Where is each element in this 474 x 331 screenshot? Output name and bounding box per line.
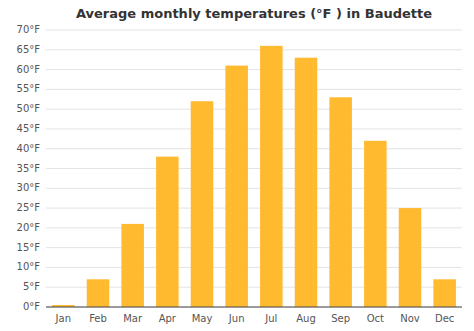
grid-line bbox=[46, 188, 462, 189]
grid-line bbox=[46, 168, 462, 169]
grid-line bbox=[46, 109, 462, 110]
grid-line bbox=[46, 89, 462, 90]
bars bbox=[52, 46, 456, 307]
bar bbox=[156, 157, 179, 307]
x-tick-label: Aug bbox=[296, 313, 316, 324]
chart-svg: Average monthly temperatures (°F ) in Ba… bbox=[0, 0, 474, 331]
chart-container: Average monthly temperatures (°F ) in Ba… bbox=[0, 0, 474, 331]
bar bbox=[87, 279, 110, 307]
y-tick-label: 70°F bbox=[17, 24, 41, 35]
bar bbox=[295, 58, 318, 307]
grid-line bbox=[46, 128, 462, 129]
x-tick-label: Mar bbox=[123, 313, 143, 324]
x-axis-line bbox=[46, 307, 462, 308]
x-tick-label: Feb bbox=[89, 313, 107, 324]
x-tick-label: Jul bbox=[264, 313, 277, 324]
x-tick-label: Jun bbox=[228, 313, 245, 324]
bar bbox=[121, 224, 144, 307]
y-tick-label: 50°F bbox=[17, 103, 41, 114]
bar bbox=[191, 101, 214, 307]
bar bbox=[433, 279, 456, 307]
grid-line bbox=[46, 307, 462, 308]
grid-line bbox=[46, 69, 462, 70]
x-tick-label: Dec bbox=[435, 313, 454, 324]
x-axis: Jan Feb Mar Apr May Jun Jul Aug Sep Oct Nov Dec bbox=[46, 307, 462, 324]
y-tick-label: 15°F bbox=[17, 242, 41, 253]
y-tick-label: 45°F bbox=[17, 123, 41, 134]
y-tick-label: 5°F bbox=[23, 281, 40, 292]
x-tick-label: Nov bbox=[400, 313, 420, 324]
y-tick-label: 0°F bbox=[23, 301, 40, 312]
grid bbox=[46, 30, 462, 307]
bar bbox=[364, 141, 387, 307]
bar bbox=[329, 97, 352, 307]
y-tick-label: 60°F bbox=[17, 64, 41, 75]
y-axis: 0°F 5°F 10°F 15°F 20°F 25°F 30°F 35°F 40°F 45°F 50… bbox=[17, 24, 41, 312]
bar bbox=[399, 208, 422, 307]
x-tick-label: Oct bbox=[367, 313, 384, 324]
y-tick-label: 55°F bbox=[17, 83, 41, 94]
y-tick-label: 25°F bbox=[17, 202, 41, 213]
y-tick-label: 20°F bbox=[17, 222, 41, 233]
grid-line bbox=[46, 30, 462, 31]
y-tick-label: 65°F bbox=[17, 44, 41, 55]
grid-line bbox=[46, 148, 462, 149]
y-tick-label: 30°F bbox=[17, 182, 41, 193]
y-tick-label: 40°F bbox=[17, 143, 41, 154]
x-tick-label: Apr bbox=[159, 313, 177, 324]
y-tick-label: 10°F bbox=[17, 261, 41, 272]
x-tick-label: Sep bbox=[331, 313, 350, 324]
chart-title: Average monthly temperatures (°F ) in Ba… bbox=[76, 6, 432, 21]
y-tick-label: 35°F bbox=[17, 163, 41, 174]
x-tick-label: May bbox=[192, 313, 213, 324]
x-tick-label: Jan bbox=[55, 313, 71, 324]
bar bbox=[225, 66, 248, 307]
bar bbox=[260, 46, 283, 307]
grid-line bbox=[46, 49, 462, 50]
